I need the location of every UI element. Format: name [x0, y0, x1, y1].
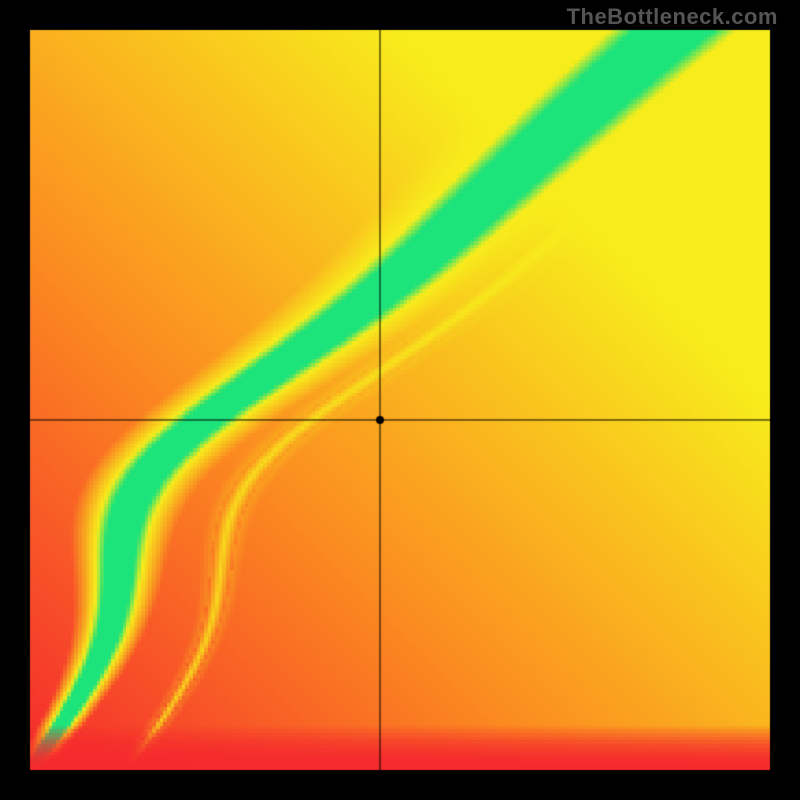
- bottleneck-heatmap: [0, 0, 800, 800]
- chart-container: { "watermark": { "text": "TheBottleneck.…: [0, 0, 800, 800]
- watermark-text: TheBottleneck.com: [567, 4, 778, 30]
